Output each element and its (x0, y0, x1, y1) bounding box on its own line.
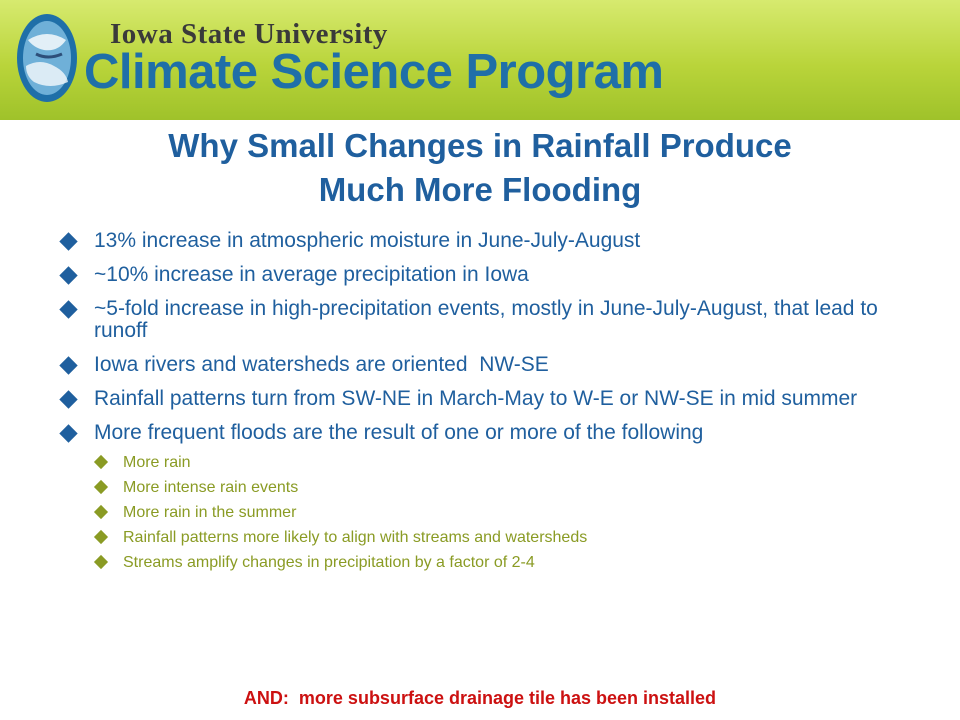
university-name: Iowa State University (110, 18, 388, 50)
bullet-item: Iowa rivers and watersheds are oriented … (59, 353, 892, 376)
sub-bullet-item: Rainfall patterns more likely to align w… (93, 529, 892, 546)
bullet-item: ~5-fold increase in high-precipitation e… (59, 297, 892, 342)
diamond-sub-bullet-icon (93, 479, 109, 495)
slide-title: Why Small Changes in Rainfall Produce Mu… (0, 124, 960, 212)
globe-logo-icon (17, 14, 77, 102)
bullet-item: More frequent floods are the result of o… (59, 421, 892, 571)
sub-bullet-item: More rain in the summer (93, 504, 892, 521)
program-name: Climate Science Program (84, 45, 664, 99)
sub-bullet-item: More rain (93, 454, 892, 471)
diamond-sub-bullet-icon (93, 504, 109, 520)
header-banner: Iowa State University Climate Science Pr… (0, 0, 960, 120)
sub-bullet-item: More intense rain events (93, 479, 892, 496)
sub-bullet-text: More intense rain events (123, 479, 299, 496)
sub-bullet-list: More rain More intense rain events More … (93, 454, 892, 571)
diamond-sub-bullet-icon (93, 454, 109, 470)
bullet-text: 13% increase in atmospheric moisture in … (94, 229, 641, 252)
bullet-text: More frequent floods are the result of o… (94, 421, 704, 444)
sub-bullet-text: More rain in the summer (123, 504, 297, 521)
diamond-bullet-icon (59, 424, 78, 443)
bullet-text: ~5-fold increase in high-precipitation e… (94, 297, 878, 342)
bullet-text: ~10% increase in average precipitation i… (94, 263, 529, 286)
diamond-sub-bullet-icon (93, 529, 109, 545)
sub-bullet-text: More rain (123, 454, 191, 471)
diamond-bullet-icon (59, 300, 78, 319)
diamond-bullet-icon (59, 266, 78, 285)
diamond-bullet-icon (59, 390, 78, 409)
bullet-list: 13% increase in atmospheric moisture in … (59, 229, 892, 583)
bullet-item: 13% increase in atmospheric moisture in … (59, 229, 892, 252)
bullet-text: Rainfall patterns turn from SW-NE in Mar… (94, 387, 858, 410)
diamond-bullet-icon (59, 356, 78, 375)
bullet-text: Iowa rivers and watersheds are oriented … (94, 353, 549, 376)
diamond-bullet-icon (59, 232, 78, 251)
sub-bullet-text: Rainfall patterns more likely to align w… (123, 529, 588, 546)
bullet-item: Rainfall patterns turn from SW-NE in Mar… (59, 387, 892, 410)
sub-bullet-text: Streams amplify changes in precipitation… (123, 554, 535, 571)
sub-bullet-item: Streams amplify changes in precipitation… (93, 554, 892, 571)
title-line-1: Why Small Changes in Rainfall Produce (168, 127, 792, 164)
diamond-sub-bullet-icon (93, 554, 109, 570)
title-line-2: Much More Flooding (318, 171, 642, 208)
bullet-item: ~10% increase in average precipitation i… (59, 263, 892, 286)
footer-note: AND: more subsurface drainage tile has b… (243, 688, 717, 708)
